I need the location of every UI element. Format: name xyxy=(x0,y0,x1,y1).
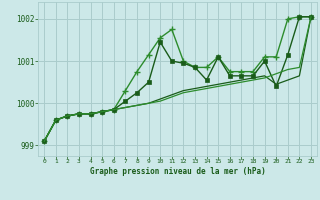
X-axis label: Graphe pression niveau de la mer (hPa): Graphe pression niveau de la mer (hPa) xyxy=(90,167,266,176)
